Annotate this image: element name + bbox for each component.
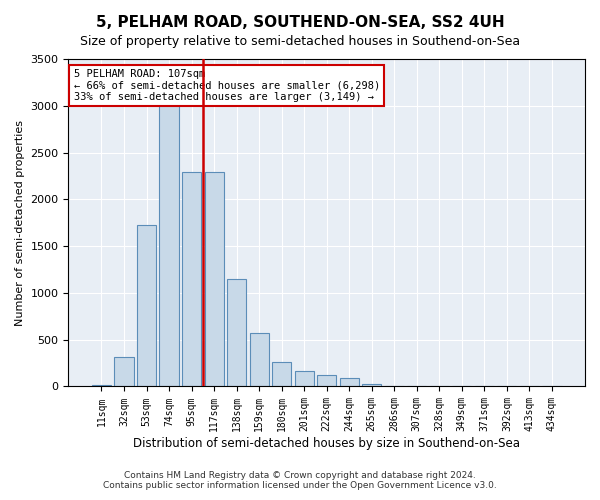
Bar xyxy=(205,172,224,386)
Bar xyxy=(340,378,359,386)
X-axis label: Distribution of semi-detached houses by size in Southend-on-Sea: Distribution of semi-detached houses by … xyxy=(133,437,520,450)
Bar xyxy=(137,224,156,386)
Text: 5, PELHAM ROAD, SOUTHEND-ON-SEA, SS2 4UH: 5, PELHAM ROAD, SOUTHEND-ON-SEA, SS2 4UH xyxy=(95,15,505,30)
Bar xyxy=(272,362,291,386)
Bar xyxy=(317,375,336,386)
Bar xyxy=(227,279,246,386)
Bar xyxy=(160,80,179,386)
Text: Size of property relative to semi-detached houses in Southend-on-Sea: Size of property relative to semi-detach… xyxy=(80,35,520,48)
Text: Contains HM Land Registry data © Crown copyright and database right 2024.
Contai: Contains HM Land Registry data © Crown c… xyxy=(103,470,497,490)
Bar xyxy=(362,384,382,386)
Bar xyxy=(250,333,269,386)
Y-axis label: Number of semi-detached properties: Number of semi-detached properties xyxy=(15,120,25,326)
Bar xyxy=(115,358,134,386)
Bar xyxy=(92,385,111,386)
Text: 5 PELHAM ROAD: 107sqm
← 66% of semi-detached houses are smaller (6,298)
33% of s: 5 PELHAM ROAD: 107sqm ← 66% of semi-deta… xyxy=(74,69,380,102)
Bar xyxy=(295,371,314,386)
Bar xyxy=(182,172,201,386)
